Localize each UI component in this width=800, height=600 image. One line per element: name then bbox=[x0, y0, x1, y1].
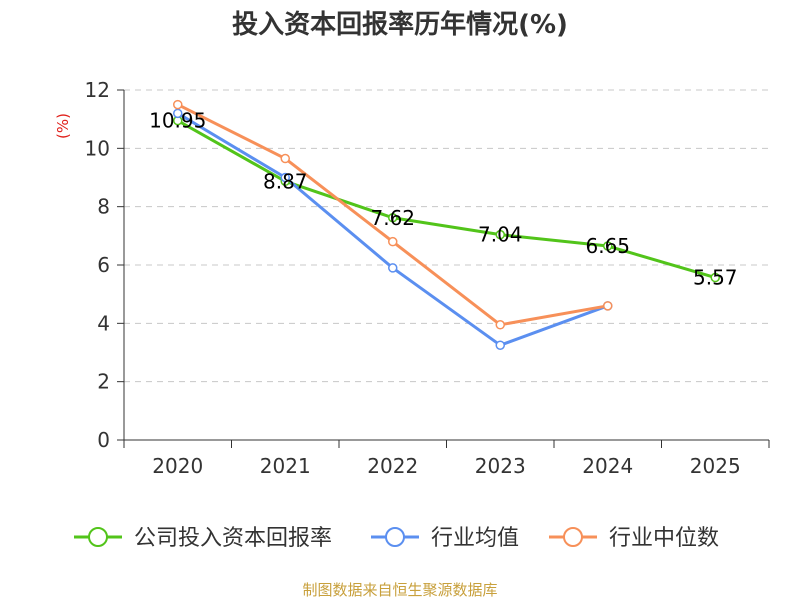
data-point[interactable] bbox=[603, 241, 613, 251]
data-point[interactable] bbox=[280, 153, 290, 164]
legend-marker-icon bbox=[88, 527, 108, 547]
data-point[interactable] bbox=[495, 320, 505, 330]
x-tick-label: 2023 bbox=[475, 454, 526, 478]
x-tick-label: 2020 bbox=[152, 454, 203, 478]
series-layer bbox=[173, 99, 720, 350]
y-tick-label: 2 bbox=[97, 370, 110, 394]
legend-item-0[interactable]: 公司投入资本回报率 bbox=[74, 526, 332, 551]
y-tick-label: 8 bbox=[97, 195, 110, 219]
x-tick-label: 2024 bbox=[582, 454, 633, 478]
data-point[interactable] bbox=[495, 229, 505, 240]
series-line-0 bbox=[177, 119, 716, 279]
data-label: 5.57 bbox=[693, 266, 738, 290]
legend-item-2[interactable]: 行业中位数 bbox=[549, 526, 719, 551]
x-tick-label: 2025 bbox=[690, 454, 741, 478]
axes: 0 2 4 6 8 10 12 2020 2021 2022 2023 2024 2025 bbox=[85, 78, 770, 478]
legend-label: 行业均值 bbox=[431, 526, 519, 551]
legend-marker-icon bbox=[385, 527, 405, 547]
y-tick-label: 0 bbox=[97, 428, 110, 452]
data-point[interactable] bbox=[173, 99, 183, 110]
y-tick-label: 4 bbox=[97, 311, 110, 335]
data-point[interactable] bbox=[388, 213, 398, 223]
legend-label: 公司投入资本回报率 bbox=[134, 526, 332, 551]
data-label: 7.62 bbox=[370, 206, 415, 230]
x-tick-label: 2022 bbox=[367, 454, 418, 478]
data-point[interactable] bbox=[388, 263, 398, 273]
data-point[interactable] bbox=[603, 301, 613, 311]
data-label: 10.95 bbox=[149, 109, 206, 133]
y-tick-label: 10 bbox=[85, 136, 110, 160]
y-tick-label: 12 bbox=[85, 78, 110, 102]
gridlines bbox=[124, 89, 769, 383]
data-point[interactable] bbox=[495, 340, 505, 350]
data-labels: 10.95 8.87 7.62 7.04 6.65 5.57 bbox=[149, 109, 737, 290]
y-axis-label: (%) bbox=[54, 113, 72, 139]
source-note: 制图数据来自恒生聚源数据库 bbox=[302, 581, 497, 599]
data-label: 7.04 bbox=[478, 223, 523, 247]
legend[interactable]: 公司投入资本回报率 行业均值 行业中位数 bbox=[74, 526, 719, 551]
legend-marker-icon bbox=[563, 527, 583, 547]
data-label: 8.87 bbox=[263, 169, 308, 193]
chart-title: 投入资本回报率历年情况(%) bbox=[232, 9, 568, 40]
data-label: 6.65 bbox=[585, 234, 630, 258]
data-point[interactable] bbox=[280, 172, 290, 183]
y-tick-label: 6 bbox=[97, 253, 110, 277]
x-tick-label: 2021 bbox=[260, 454, 311, 478]
data-point[interactable] bbox=[710, 272, 720, 283]
legend-item-1[interactable]: 行业均值 bbox=[371, 526, 519, 551]
data-point[interactable] bbox=[388, 236, 398, 247]
legend-label: 行业中位数 bbox=[609, 526, 719, 551]
